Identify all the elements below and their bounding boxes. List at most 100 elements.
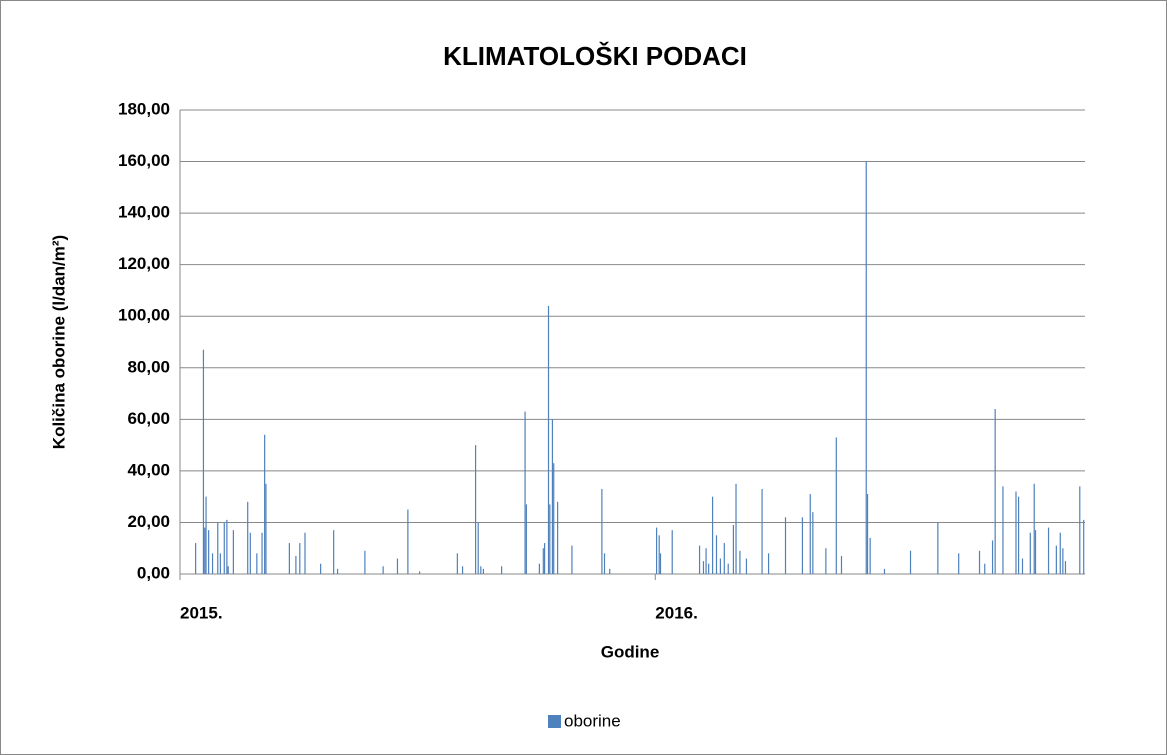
bar <box>538 563 540 574</box>
y-tick-label: 40,00 <box>127 460 170 479</box>
bar <box>1029 532 1031 574</box>
y-tick-label: 100,00 <box>118 306 170 325</box>
bar <box>1033 483 1035 574</box>
bar <box>571 545 573 574</box>
bar <box>219 553 221 574</box>
bar <box>715 535 718 574</box>
bar <box>735 483 737 574</box>
bar <box>232 530 234 574</box>
bar <box>869 537 871 574</box>
bar <box>544 543 546 574</box>
bar <box>739 550 741 574</box>
bar <box>708 563 710 574</box>
bar <box>396 558 399 574</box>
bar <box>984 563 986 574</box>
bar <box>542 548 544 574</box>
bar <box>407 509 409 574</box>
bar <box>937 522 939 574</box>
bar <box>557 501 559 574</box>
y-tick-label: 80,00 <box>127 357 170 376</box>
bar <box>525 504 527 574</box>
bar <box>480 566 482 574</box>
bar <box>1083 519 1085 574</box>
bar <box>719 558 721 574</box>
bar <box>226 519 228 574</box>
bar <box>261 532 263 574</box>
bar <box>1017 496 1020 574</box>
bar <box>461 566 464 574</box>
bar <box>256 553 258 574</box>
y-axis-title: Količina oborine (l/dan/m²) <box>49 235 68 449</box>
bar <box>784 517 787 574</box>
bar <box>1055 545 1057 574</box>
bar <box>809 494 811 574</box>
x-tick-label: 2015. <box>180 603 223 622</box>
bar <box>524 411 526 574</box>
bar <box>745 558 748 574</box>
bar <box>1021 558 1024 574</box>
bar <box>204 527 206 574</box>
bar <box>382 566 384 574</box>
bar <box>835 437 837 574</box>
bar <box>202 349 205 574</box>
bar <box>264 434 266 574</box>
bar <box>958 553 960 574</box>
bar <box>1047 527 1050 574</box>
bar <box>705 548 707 574</box>
bar <box>336 568 339 574</box>
bar <box>601 488 603 574</box>
bar <box>265 483 267 574</box>
bar <box>909 550 912 574</box>
bar <box>1062 548 1064 574</box>
bar <box>812 512 814 574</box>
bar <box>655 527 658 574</box>
bar <box>702 561 705 574</box>
bar <box>211 553 214 574</box>
bar <box>501 566 503 574</box>
bar <box>547 305 550 574</box>
bar <box>840 555 843 574</box>
bar <box>549 504 551 574</box>
bar <box>217 522 219 574</box>
bar <box>761 488 763 574</box>
bar <box>195 543 197 574</box>
bar <box>866 494 869 574</box>
bar <box>723 543 725 574</box>
bar <box>609 568 611 574</box>
bar <box>825 548 827 574</box>
legend-label: oborine <box>564 711 621 730</box>
bar <box>304 532 306 574</box>
y-tick-label: 120,00 <box>118 254 170 273</box>
y-tick-label: 160,00 <box>118 151 170 170</box>
x-axis-title: Godine <box>601 642 660 661</box>
bar <box>1064 561 1067 574</box>
bar <box>418 571 421 574</box>
bar <box>551 419 554 574</box>
bar <box>1059 532 1061 574</box>
y-tick-label: 140,00 <box>118 203 170 222</box>
bar <box>249 532 251 574</box>
bar <box>208 530 210 574</box>
bar <box>1002 486 1004 574</box>
bar <box>711 496 714 574</box>
bar <box>671 530 673 574</box>
bar <box>456 553 458 574</box>
bar <box>482 568 485 574</box>
bar <box>1034 530 1037 574</box>
y-tick-label: 20,00 <box>127 512 170 531</box>
bar <box>247 501 249 574</box>
bar <box>477 522 479 574</box>
y-tick-label: 60,00 <box>127 409 170 428</box>
y-tick-label: 180,00 <box>118 99 170 118</box>
bar <box>333 530 335 574</box>
bar <box>227 566 229 574</box>
bar <box>553 463 555 574</box>
chart-title: KLIMATOLOŠKI PODACI <box>443 41 747 71</box>
x-tick-label: 2016. <box>655 603 698 622</box>
bar <box>364 550 366 574</box>
bar <box>883 568 886 574</box>
bar <box>767 553 770 574</box>
bar <box>205 496 207 574</box>
